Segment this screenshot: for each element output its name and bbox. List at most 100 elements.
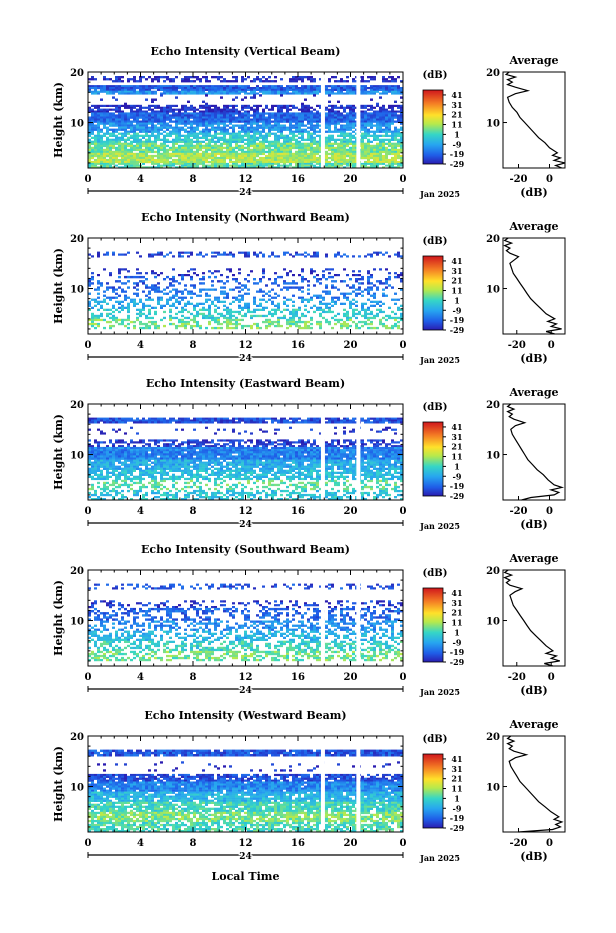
heatmap-cell [385, 159, 388, 161]
heatmap-cell [388, 272, 391, 274]
heatmap-cell [364, 313, 367, 315]
heatmap-cell [346, 76, 349, 78]
heatmap-cell [325, 153, 328, 155]
colorbar-tick-label: 41 [451, 256, 462, 266]
heatmap-cell [145, 135, 148, 137]
heatmap-cell [205, 309, 208, 311]
heatmap-cell [268, 163, 271, 165]
heatmap-cell [289, 153, 292, 155]
heatmap-cell [181, 145, 184, 147]
heatmap-cell [259, 94, 262, 96]
heatmap-cell [304, 151, 307, 153]
heatmap-cell [193, 131, 196, 133]
heatmap-cell [349, 129, 352, 131]
heatmap-cell [187, 93, 190, 95]
heatmap-cell [184, 123, 187, 125]
heatmap-cell [331, 91, 334, 93]
heatmap-cell [178, 151, 181, 153]
heatmap-cell [319, 321, 322, 323]
heatmap-cell [334, 139, 337, 141]
heatmap-cell [166, 114, 169, 116]
heatmap-cell [196, 93, 199, 95]
heatmap-cell [91, 282, 94, 284]
heatmap-cell [283, 125, 286, 127]
heatmap-cell [238, 301, 241, 303]
heatmap-cell [331, 147, 334, 149]
heatmap-cell [130, 151, 133, 153]
heatmap-cell [217, 321, 220, 323]
heatmap-cell [214, 153, 217, 155]
heatmap-cell [313, 109, 316, 111]
heatmap-cell [109, 121, 112, 123]
heatmap-cell [343, 280, 346, 282]
heatmap-cell [289, 325, 292, 327]
heatmap-cell [325, 286, 328, 288]
heatmap-cell [370, 255, 373, 257]
heatmap-cell [286, 327, 289, 329]
heatmap-cell [268, 321, 271, 323]
heatmap-cell [262, 127, 265, 129]
heatmap-cell [94, 319, 97, 321]
heatmap-cell [235, 121, 238, 123]
heatmap-cell [91, 112, 94, 114]
heatmap-cell [304, 323, 307, 325]
heatmap-cell [232, 323, 235, 325]
heatmap-cell [316, 278, 319, 280]
heatmap-cell [373, 305, 376, 307]
heatmap-cell [391, 327, 394, 329]
heatmap-cell [283, 286, 286, 288]
heatmap-cell [169, 147, 172, 149]
heatmap-cell [274, 129, 277, 131]
heatmap-cell [190, 109, 193, 111]
heatmap-cell [244, 307, 247, 309]
heatmap-cell [142, 114, 145, 116]
heatmap-cell [202, 151, 205, 153]
heatmap-cell [268, 295, 271, 297]
heatmap-cell [145, 112, 148, 114]
heatmap-cell [289, 319, 292, 321]
heatmap-cell [382, 111, 385, 113]
heatmap-cell [199, 303, 202, 305]
heatmap-cell [214, 297, 217, 299]
heatmap-cell [292, 311, 295, 313]
heatmap-cell [289, 311, 292, 313]
heatmap-cell [127, 319, 130, 321]
colorbar-tick-label: -9 [453, 305, 462, 315]
heatmap-cell [310, 163, 313, 165]
heatmap-cell [394, 117, 397, 119]
heatmap-cell [187, 119, 190, 121]
heatmap-cell [184, 297, 187, 299]
heatmap-cell [199, 121, 202, 123]
heatmap-cell [259, 309, 262, 311]
heatmap-cell [265, 135, 268, 137]
heatmap-cell [223, 91, 226, 93]
heatmap-cell [217, 85, 220, 87]
heatmap-cell [142, 309, 145, 311]
heatmap-cell [289, 123, 292, 125]
heatmap-cell [274, 325, 277, 327]
heatmap-cell [208, 93, 211, 95]
heatmap-cell [250, 153, 253, 155]
heatmap-cell [112, 123, 115, 125]
heatmap-cell [238, 147, 241, 149]
heatmap-cell [148, 291, 151, 293]
heatmap-cell [151, 286, 154, 288]
heatmap-cell [94, 125, 97, 127]
heatmap-cell [100, 109, 103, 111]
heatmap-cell [184, 159, 187, 161]
heatmap-cell [196, 159, 199, 161]
heatmap-cell [325, 151, 328, 153]
heatmap-cell [352, 135, 355, 137]
heatmap-cell [343, 131, 346, 133]
heatmap-cell [133, 155, 136, 157]
heatmap-cell [121, 321, 124, 323]
heatmap-cell [253, 303, 256, 305]
heatmap-cell [127, 80, 130, 82]
heatmap-cell [232, 155, 235, 157]
heatmap-cell [205, 135, 208, 137]
heatmap-cell [214, 93, 217, 95]
heatmap-cell [151, 161, 154, 163]
heatmap-cell [229, 91, 232, 93]
heatmap-cell [373, 163, 376, 165]
heatmap-cell [106, 119, 109, 121]
